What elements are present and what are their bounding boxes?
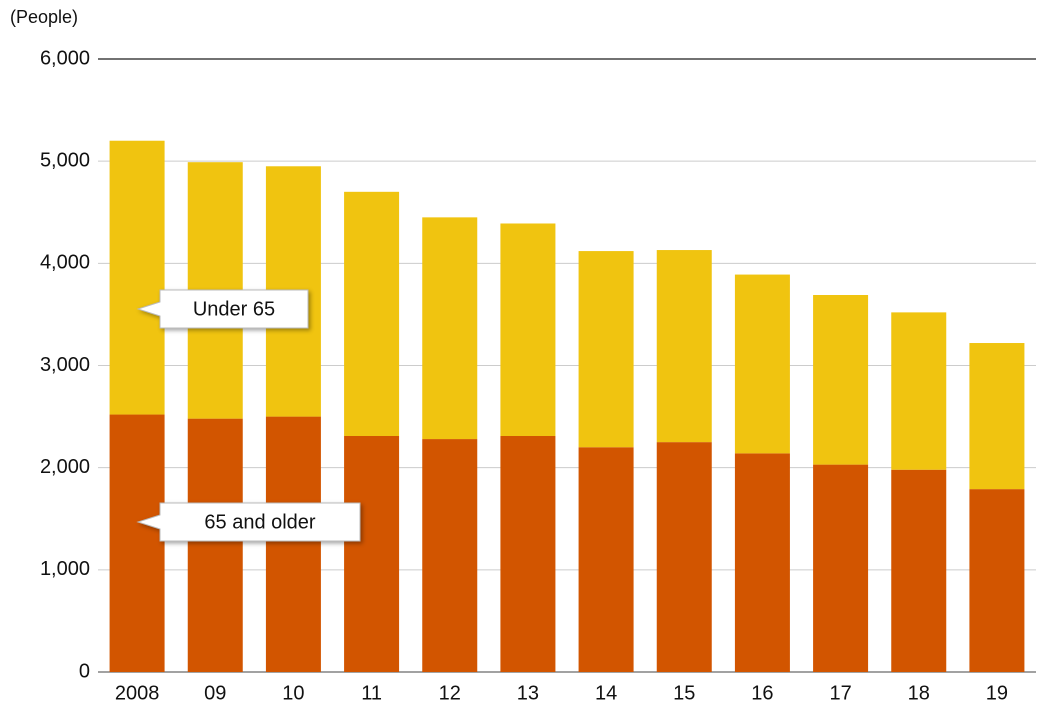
- bar-segment: [344, 435, 400, 672]
- x-tick-label: 16: [751, 682, 773, 704]
- bar-segment: [656, 250, 712, 443]
- bar-segment: [344, 191, 400, 436]
- y-tick-label: 1,000: [40, 558, 90, 580]
- bar-segment: [109, 414, 165, 672]
- x-tick-label: 11: [361, 682, 382, 704]
- bar-segment: [656, 442, 712, 672]
- x-tick-label: 17: [829, 682, 851, 704]
- bar-segment: [813, 464, 869, 672]
- x-tick-label: 09: [204, 682, 226, 704]
- bar-segment: [734, 453, 790, 672]
- x-tick-label: 15: [673, 682, 695, 704]
- bar-segment: [422, 217, 478, 440]
- y-tick-label: 2,000: [40, 456, 90, 478]
- y-tick-label: 0: [79, 660, 90, 682]
- bar-segment: [422, 439, 478, 672]
- x-tick-label: 12: [439, 682, 461, 704]
- x-tick-label: 2008: [115, 682, 160, 704]
- callout-box: [136, 289, 309, 329]
- legend-label: 65 and older: [204, 511, 316, 533]
- y-tick-label: 6,000: [40, 47, 90, 69]
- bar-segment: [578, 251, 634, 448]
- bar-segment: [109, 140, 165, 415]
- y-axis-label: (People): [10, 7, 78, 27]
- legend-label: Under 65: [193, 298, 275, 320]
- y-tick-label: 4,000: [40, 252, 90, 274]
- x-tick-label: 10: [282, 682, 304, 704]
- bar-segment: [734, 274, 790, 454]
- y-tick-label: 5,000: [40, 149, 90, 171]
- bar-segment: [187, 418, 243, 672]
- bar-segment: [813, 295, 869, 465]
- bar-segment: [969, 343, 1025, 490]
- x-tick-label: 13: [517, 682, 539, 704]
- bar-segment: [265, 416, 321, 672]
- callout-box: [136, 502, 361, 542]
- bar-segment: [500, 223, 556, 436]
- bar-segment: [969, 489, 1025, 672]
- y-tick-label: 3,000: [40, 354, 90, 376]
- bar-segment: [500, 435, 556, 672]
- bar-segment: [578, 447, 634, 672]
- bar-segment: [891, 469, 947, 672]
- x-tick-label: 14: [595, 682, 617, 704]
- bar-segment: [891, 312, 947, 470]
- x-tick-label: 19: [986, 682, 1008, 704]
- x-tick-label: 18: [908, 682, 930, 704]
